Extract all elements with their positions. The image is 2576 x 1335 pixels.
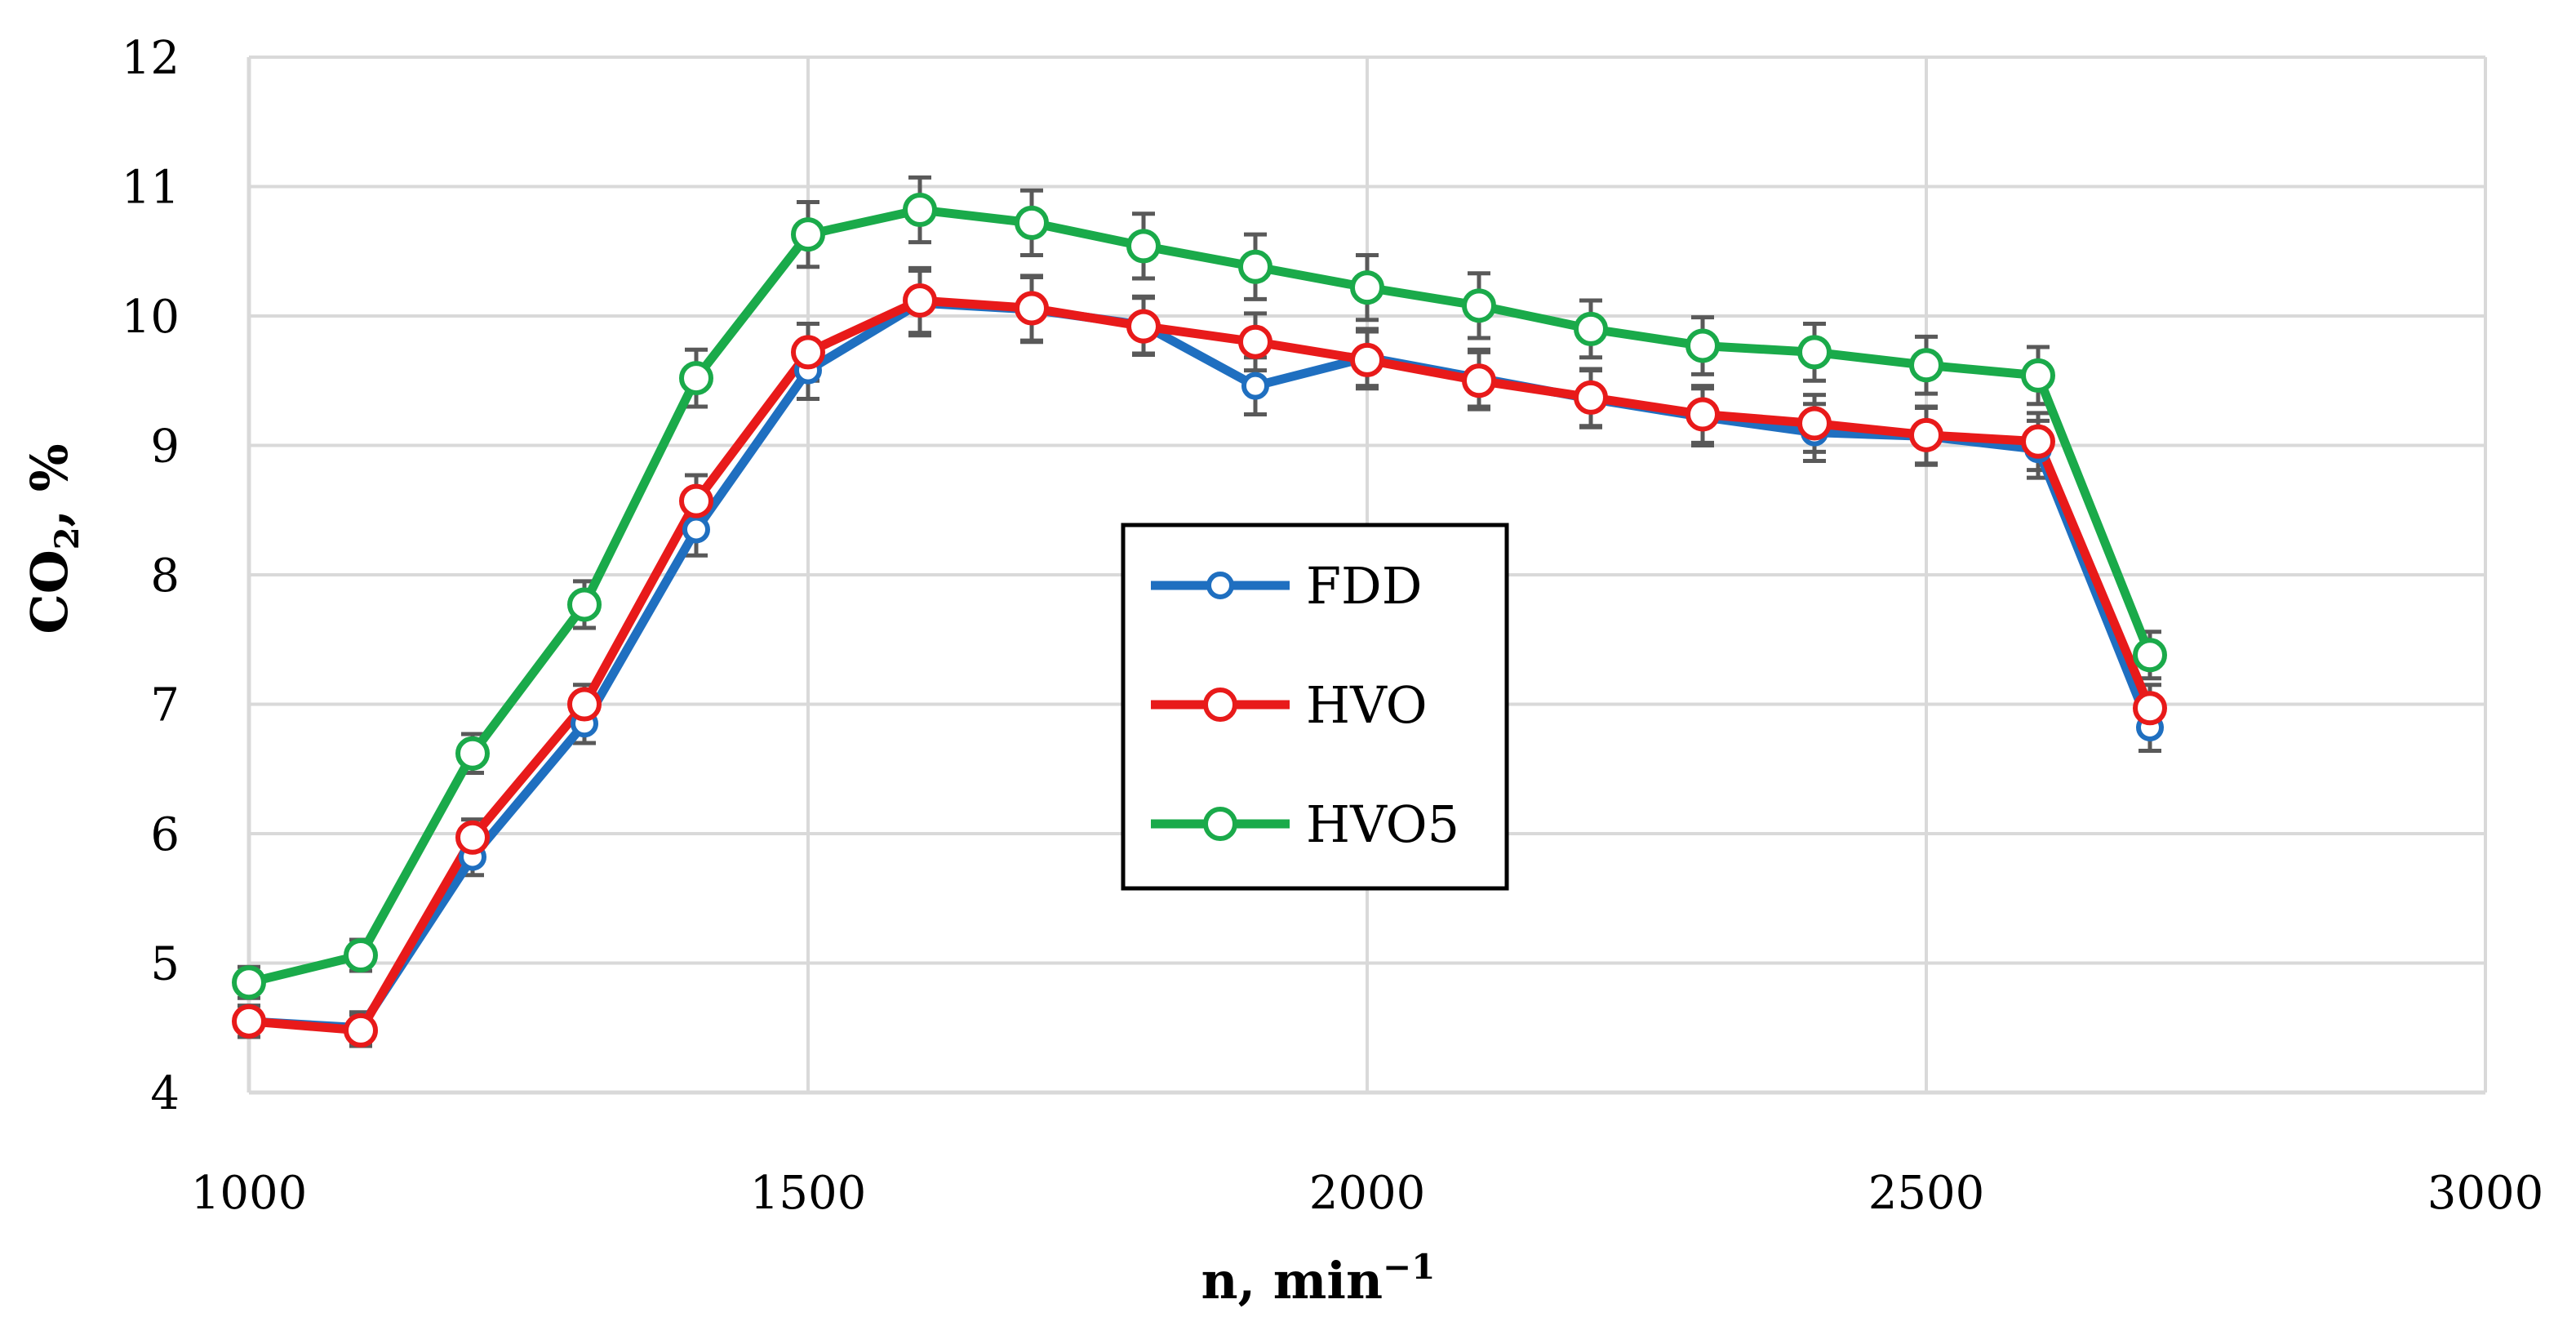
legend-item-hvo5: HVO5 bbox=[1151, 794, 1459, 854]
hvo-point bbox=[679, 483, 713, 518]
legend-label-hvo: HVO bbox=[1306, 675, 1428, 735]
x-tick-label: 1500 bbox=[750, 1167, 867, 1220]
y-tick-label: 9 bbox=[150, 421, 180, 474]
hvo5-point bbox=[1574, 311, 1608, 346]
hvo-point bbox=[344, 1012, 378, 1048]
axes bbox=[246, 57, 2485, 1095]
hvo5-point bbox=[2021, 358, 2055, 393]
hvo-point bbox=[1126, 309, 1161, 344]
y-tick-label: 4 bbox=[150, 1067, 180, 1120]
y-tick-label: 5 bbox=[150, 938, 180, 991]
y-axis-title-main: CO bbox=[20, 550, 79, 634]
x-tick-label: 3000 bbox=[2427, 1167, 2544, 1220]
hvo5-point bbox=[2133, 638, 2167, 673]
hvo-point bbox=[567, 687, 602, 722]
x-axis-title-sup: −1 bbox=[1383, 1247, 1435, 1287]
fdd-series-line bbox=[248, 298, 2155, 1033]
y-tick-label: 7 bbox=[150, 679, 180, 732]
tick-labels: 4 5 6 7 8 9 10 11 12 1000 1500 2000 2500 3000 bbox=[122, 32, 2544, 1220]
legend-item-hvo: HVO bbox=[1151, 675, 1428, 735]
y-tick-label: 6 bbox=[150, 808, 180, 861]
x-tick-label: 2500 bbox=[1868, 1167, 1985, 1220]
x-tick-label: 2000 bbox=[1309, 1167, 1426, 1220]
hvo-point bbox=[2133, 691, 2167, 726]
legend-marker-hvo5 bbox=[1203, 807, 1237, 841]
hvo5-point bbox=[1909, 348, 1943, 383]
hvo-point bbox=[455, 820, 490, 855]
fdd-point bbox=[682, 515, 710, 544]
legend-marker-fdd bbox=[1206, 572, 1234, 599]
hvo-point bbox=[1909, 417, 1943, 452]
hvo5-point bbox=[344, 937, 378, 972]
x-axis-title-main: n, min bbox=[1201, 1251, 1383, 1311]
hvo5-point bbox=[1462, 288, 1496, 323]
hvo-point bbox=[1462, 363, 1496, 398]
fdd-point bbox=[1241, 372, 1269, 400]
hvo5-point bbox=[1126, 229, 1161, 264]
y-axis-title: CO2, % bbox=[20, 443, 87, 634]
hvo5-point bbox=[1015, 205, 1049, 240]
series bbox=[232, 193, 2167, 1048]
hvo5-point bbox=[1238, 249, 1272, 284]
y-axis-title-rest: , % bbox=[20, 443, 79, 527]
hvo5-point bbox=[1350, 270, 1384, 305]
hvo-point bbox=[791, 335, 825, 370]
hvo-point bbox=[1574, 380, 1608, 415]
legend-label-fdd: FDD bbox=[1306, 556, 1422, 616]
hvo-point bbox=[903, 283, 937, 318]
x-tick-label: 1000 bbox=[191, 1167, 308, 1220]
y-tick-label: 10 bbox=[122, 291, 180, 344]
hvo5-point bbox=[791, 217, 825, 252]
hvo5-point bbox=[903, 193, 937, 228]
y-axis-title-sub: 2 bbox=[48, 527, 87, 550]
hvo-point bbox=[2021, 424, 2055, 459]
hvo-point bbox=[1350, 342, 1384, 377]
hvo-point bbox=[1238, 324, 1272, 359]
hvo5-point bbox=[679, 361, 713, 396]
hvo5-point bbox=[1797, 335, 1832, 370]
y-tick-label: 11 bbox=[122, 162, 180, 215]
legend-marker-hvo bbox=[1203, 688, 1237, 722]
legend-label-hvo5: HVO5 bbox=[1306, 794, 1459, 854]
hvo5-point bbox=[232, 965, 266, 1000]
hvo-point bbox=[232, 1003, 266, 1039]
hvo-point bbox=[1015, 291, 1049, 326]
hvo5-point bbox=[1686, 328, 1720, 363]
legend: FDD HVO HVO5 bbox=[1121, 523, 1509, 891]
hvo-point bbox=[1686, 397, 1720, 432]
hvo5-series-line bbox=[247, 205, 2155, 987]
y-tick-label: 8 bbox=[150, 550, 180, 603]
y-tick-label: 12 bbox=[122, 32, 180, 85]
hvo5-point bbox=[567, 587, 602, 622]
hvo-series-line bbox=[248, 296, 2155, 1035]
hvo5-point bbox=[455, 736, 490, 771]
x-axis-title: n, min−1 bbox=[1201, 1247, 1436, 1311]
legend-item-fdd: FDD bbox=[1151, 556, 1422, 616]
hvo-point bbox=[1797, 406, 1832, 441]
